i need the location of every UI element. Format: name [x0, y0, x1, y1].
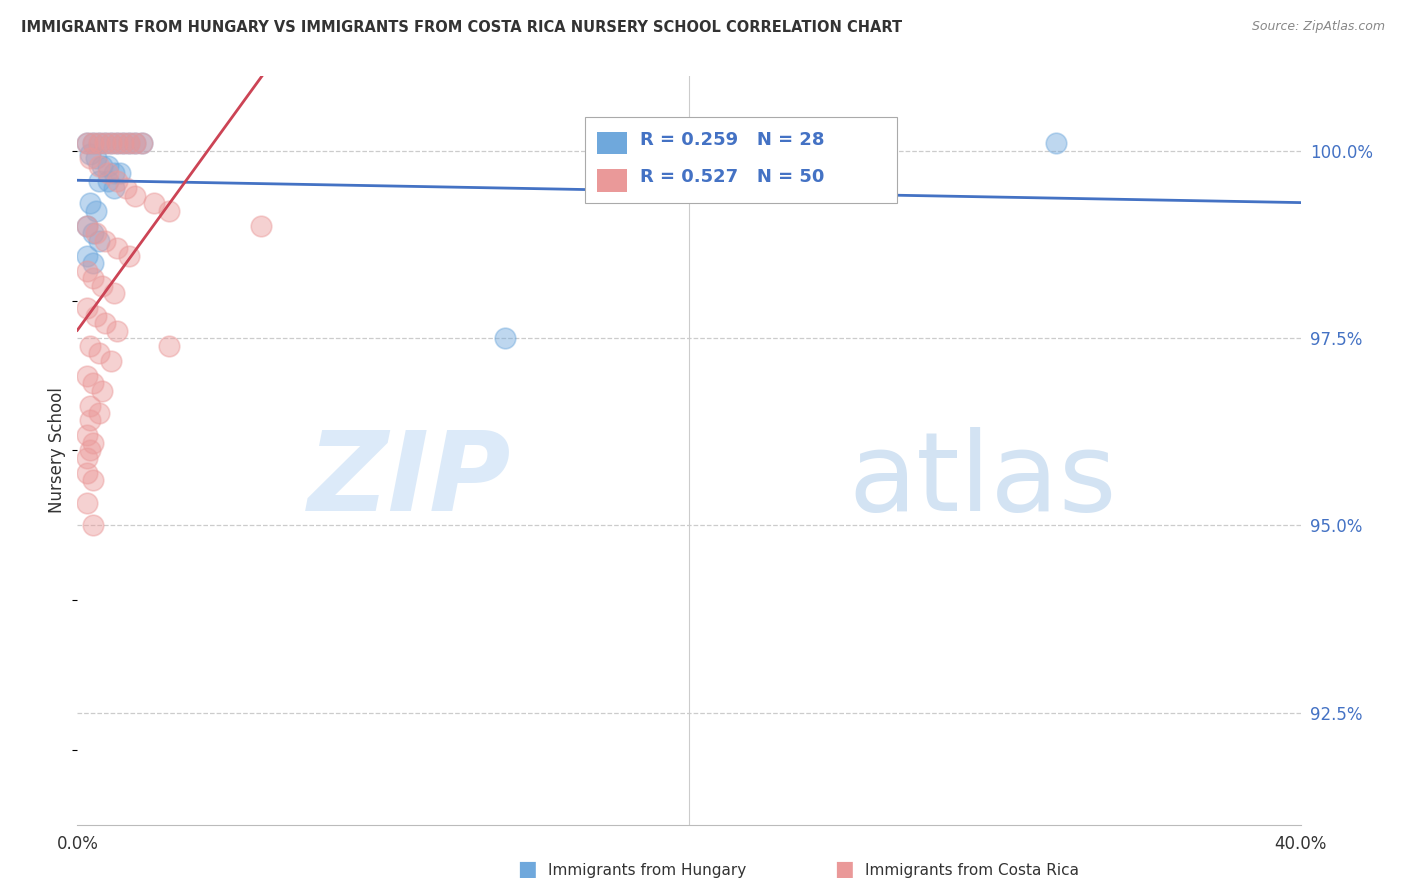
Point — [131, 136, 153, 151]
Point — [76, 428, 98, 442]
Point — [79, 147, 101, 161]
Point — [82, 518, 104, 533]
Text: Source: ZipAtlas.com: Source: ZipAtlas.com — [1251, 20, 1385, 33]
Point — [76, 301, 98, 315]
Point — [76, 136, 98, 151]
Point — [94, 136, 117, 151]
Point — [118, 136, 141, 151]
Point — [82, 376, 104, 390]
Point — [76, 249, 98, 263]
Point — [1045, 136, 1067, 151]
Text: Immigrants from Costa Rica: Immigrants from Costa Rica — [865, 863, 1078, 878]
Point — [124, 188, 146, 202]
Point — [79, 196, 101, 211]
Point — [79, 151, 101, 165]
Point — [87, 174, 110, 188]
Y-axis label: Nursery School: Nursery School — [48, 387, 66, 514]
Point — [82, 136, 104, 151]
Point — [79, 399, 101, 413]
Point — [105, 136, 128, 151]
Point — [105, 136, 128, 151]
Point — [76, 466, 98, 480]
Point — [87, 159, 110, 173]
FancyBboxPatch shape — [598, 132, 627, 154]
Point — [76, 450, 98, 465]
Point — [76, 219, 98, 233]
Point — [115, 181, 138, 195]
Point — [82, 226, 104, 240]
Point — [124, 136, 146, 151]
Point — [84, 203, 107, 218]
Point — [82, 271, 104, 285]
Point — [100, 353, 122, 368]
Point — [131, 136, 153, 151]
Point — [97, 174, 120, 188]
Point — [87, 136, 110, 151]
Text: ■: ■ — [517, 859, 537, 879]
Point — [112, 136, 135, 151]
Point — [90, 384, 112, 398]
Text: Immigrants from Hungary: Immigrants from Hungary — [548, 863, 747, 878]
Text: ■: ■ — [834, 859, 853, 879]
Text: R = 0.527   N = 50: R = 0.527 N = 50 — [640, 168, 824, 186]
Point — [94, 234, 117, 248]
Point — [76, 219, 98, 233]
Text: atlas: atlas — [848, 427, 1116, 534]
Point — [118, 249, 141, 263]
Point — [142, 196, 165, 211]
Text: IMMIGRANTS FROM HUNGARY VS IMMIGRANTS FROM COSTA RICA NURSERY SCHOOL CORRELATION: IMMIGRANTS FROM HUNGARY VS IMMIGRANTS FR… — [21, 20, 903, 35]
Point — [76, 263, 98, 277]
Point — [76, 496, 98, 510]
Point — [87, 346, 110, 360]
Point — [94, 316, 117, 330]
Point — [103, 166, 125, 180]
FancyBboxPatch shape — [585, 117, 897, 203]
Point — [79, 338, 101, 352]
Point — [250, 219, 273, 233]
Point — [103, 181, 125, 195]
Point — [100, 136, 122, 151]
Point — [157, 203, 180, 218]
Point — [82, 136, 104, 151]
Point — [79, 443, 101, 458]
Point — [87, 136, 110, 151]
Point — [100, 136, 122, 151]
Point — [103, 286, 125, 301]
Point — [84, 151, 107, 165]
Point — [84, 226, 107, 240]
Point — [76, 368, 98, 383]
Point — [94, 136, 117, 151]
Point — [105, 241, 128, 255]
Point — [82, 436, 104, 450]
Point — [118, 136, 141, 151]
Text: ZIP: ZIP — [308, 427, 512, 534]
Point — [112, 136, 135, 151]
Point — [157, 338, 180, 352]
Text: R = 0.259   N = 28: R = 0.259 N = 28 — [640, 130, 824, 148]
FancyBboxPatch shape — [598, 169, 627, 192]
Point — [105, 324, 128, 338]
Point — [87, 406, 110, 420]
Point — [76, 136, 98, 151]
Point — [79, 413, 101, 427]
Point — [82, 474, 104, 488]
Point — [124, 136, 146, 151]
Point — [495, 331, 517, 345]
Point — [82, 256, 104, 270]
Point — [97, 166, 120, 180]
Point — [97, 159, 120, 173]
Point — [87, 234, 110, 248]
Point — [105, 174, 128, 188]
Point — [90, 159, 112, 173]
Point — [90, 278, 112, 293]
Point — [108, 166, 131, 180]
Point — [84, 309, 107, 323]
